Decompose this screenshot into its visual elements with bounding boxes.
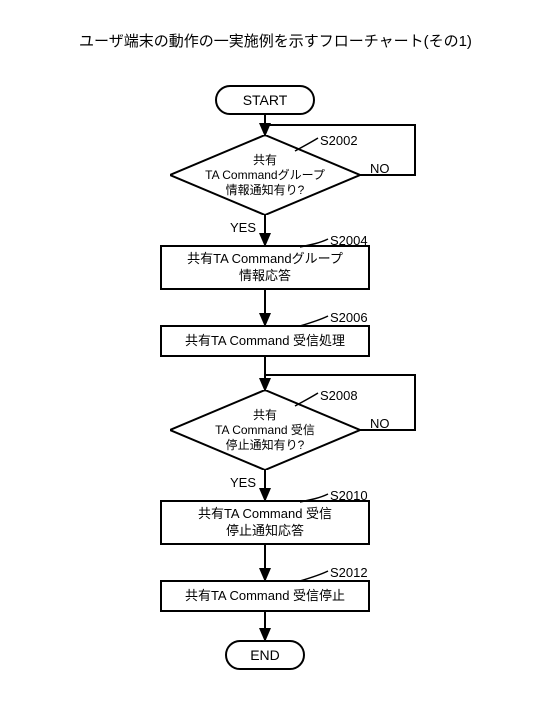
yes-s2002: YES xyxy=(230,220,256,235)
process-s2012: 共有TA Command 受信停止 xyxy=(160,580,370,612)
tag-s2004: S2004 xyxy=(330,233,368,248)
end-label: END xyxy=(250,647,280,663)
end-node: END xyxy=(225,640,305,670)
tag-s2010: S2010 xyxy=(330,488,368,503)
flowchart: START 共有 TA Commandグループ 情報通知有り? S2002 NO… xyxy=(0,85,551,695)
process-s2006-text: 共有TA Command 受信処理 xyxy=(185,333,345,350)
process-s2004: 共有TA Commandグループ 情報応答 xyxy=(160,245,370,290)
start-label: START xyxy=(243,92,288,108)
yes-s2008: YES xyxy=(230,475,256,490)
no-s2002: NO xyxy=(370,161,390,176)
page-title: ユーザ端末の動作の一実施例を示すフローチャート(その1) xyxy=(0,30,551,51)
process-s2010: 共有TA Command 受信 停止通知応答 xyxy=(160,500,370,545)
tag-s2002: S2002 xyxy=(320,133,358,148)
tag-s2006: S2006 xyxy=(330,310,368,325)
tag-s2012: S2012 xyxy=(330,565,368,580)
process-s2006: 共有TA Command 受信処理 xyxy=(160,325,370,357)
no-s2008: NO xyxy=(370,416,390,431)
tag-s2008: S2008 xyxy=(320,388,358,403)
process-s2012-text: 共有TA Command 受信停止 xyxy=(185,588,345,605)
process-s2010-text: 共有TA Command 受信 停止通知応答 xyxy=(198,506,332,540)
process-s2004-text: 共有TA Commandグループ 情報応答 xyxy=(187,251,343,285)
start-node: START xyxy=(215,85,315,115)
